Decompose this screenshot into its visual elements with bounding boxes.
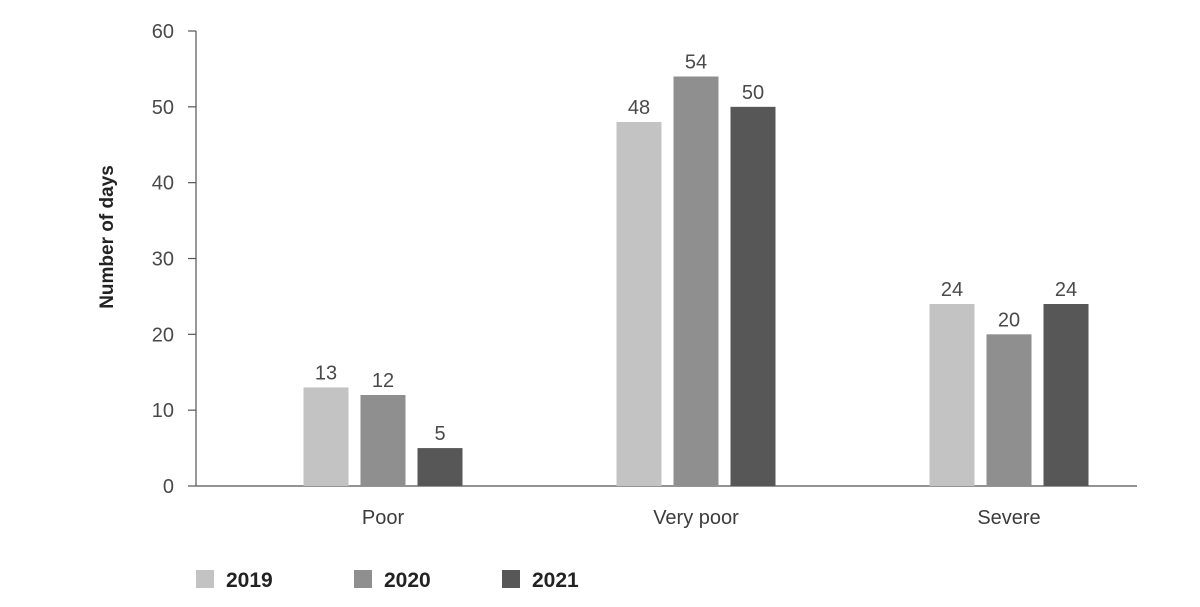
y-tick-label: 20 [152,324,174,346]
data-label: 13 [315,362,337,384]
bar [303,387,349,486]
y-tick-label: 40 [152,173,174,195]
y-axis-title: Number of days [97,165,118,309]
bar [986,334,1032,486]
x-category-label: Very poor [653,507,739,529]
bar [360,395,406,486]
legend-swatch [502,570,520,588]
bar [616,122,662,486]
y-tick-label: 60 [152,21,174,43]
data-label: 48 [628,97,650,119]
y-tick-label: 30 [152,249,174,271]
legend: 2019 2020 2021 [196,569,579,592]
data-label: 5 [434,423,445,445]
x-category-label: Severe [977,507,1040,529]
legend-label: 2019 [226,569,273,592]
y-axis: 0 10 20 30 40 50 60 [152,21,197,498]
bar [730,106,776,486]
x-axis: Poor Very poor Severe [196,485,1137,529]
data-label: 20 [998,309,1020,331]
bar [929,304,975,486]
bar [417,448,463,486]
data-label: 54 [685,52,707,74]
legend-label: 2021 [532,569,579,592]
bars: 13 12 5 48 54 50 24 20 24 [303,52,1089,486]
legend-label: 2020 [384,569,431,592]
data-label: 50 [742,82,764,104]
bar [1043,304,1089,486]
data-label: 12 [372,370,394,392]
x-category-label: Poor [362,507,405,529]
y-tick-label: 0 [163,476,174,498]
legend-swatch [196,570,214,588]
bar [673,76,719,486]
legend-swatch [354,570,372,588]
data-label: 24 [941,279,963,301]
y-tick-label: 50 [152,97,174,119]
data-label: 24 [1055,279,1077,301]
y-tick-label: 10 [152,400,174,422]
